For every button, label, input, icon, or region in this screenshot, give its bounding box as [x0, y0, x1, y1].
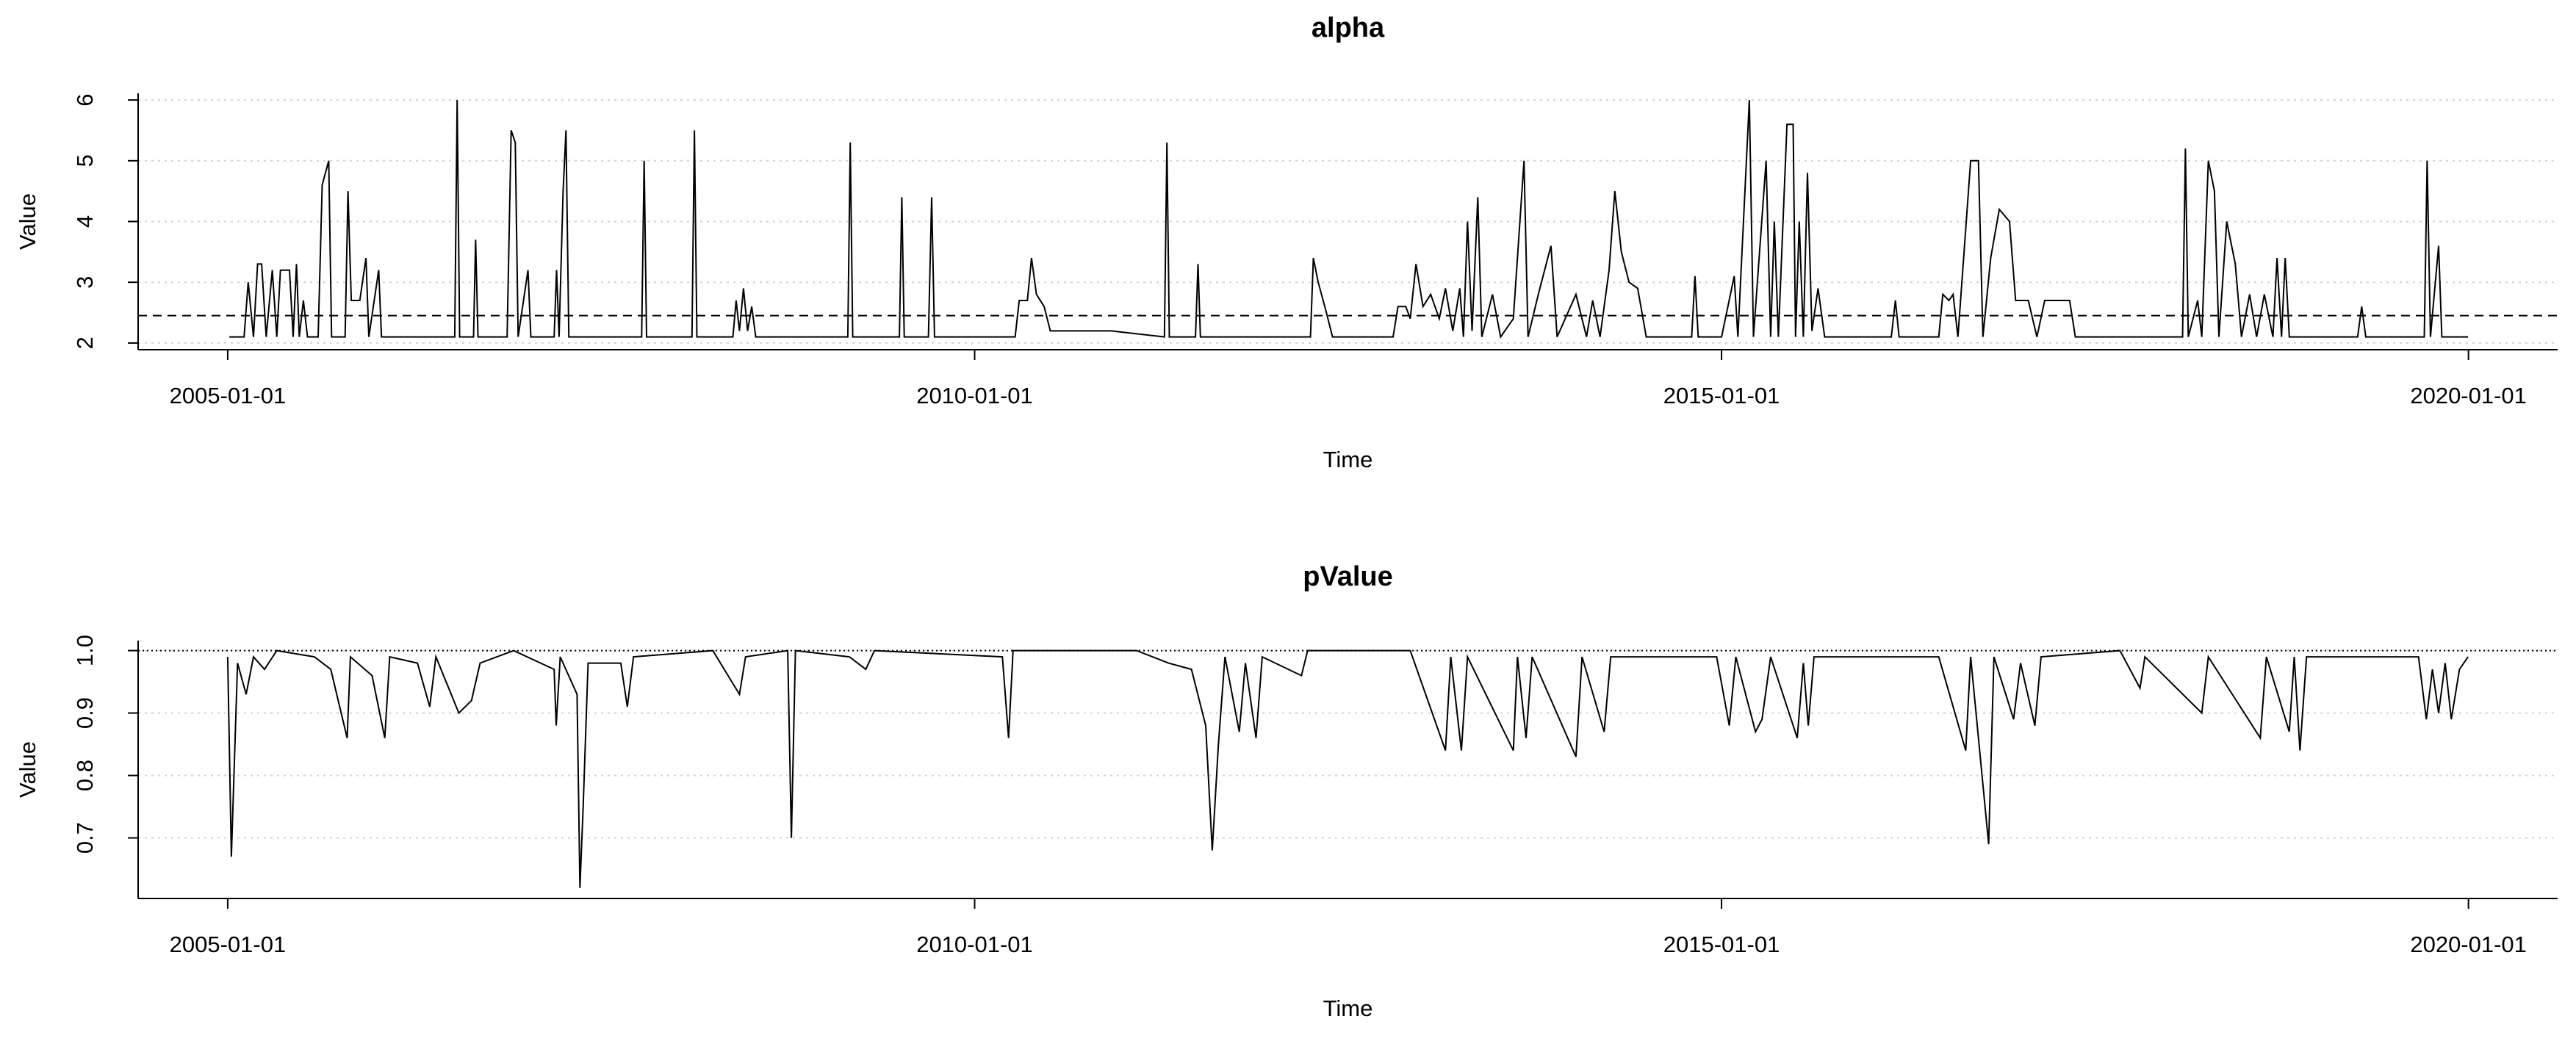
y-tick-label: 0.7 — [72, 822, 98, 854]
y-tick-label: 5 — [72, 154, 98, 167]
x-tick-label: 2020-01-01 — [2410, 383, 2527, 408]
x-tick-label: 2005-01-01 — [170, 383, 287, 408]
x-axis-label: Time — [1323, 447, 1373, 472]
x-axis-label: Time — [1323, 995, 1373, 1021]
data-line — [226, 649, 2469, 888]
y-axis-label: Value — [15, 193, 40, 250]
y-tick-label: 4 — [72, 215, 98, 228]
x-tick-label: 2015-01-01 — [1663, 383, 1780, 408]
x-tick-label: 2005-01-01 — [170, 932, 287, 957]
y-tick-label: 2 — [72, 336, 98, 349]
y-axis-label: Value — [15, 741, 40, 798]
y-tick-label: 0.9 — [72, 697, 98, 729]
x-tick-label: 2010-01-01 — [916, 932, 1033, 957]
chart-title: pValue — [1303, 561, 1393, 592]
x-tick-label: 2020-01-01 — [2410, 932, 2527, 957]
y-tick-label: 6 — [72, 93, 98, 106]
data-line — [229, 100, 2469, 339]
y-tick-label: 3 — [72, 276, 98, 289]
chart-title: alpha — [1312, 12, 1385, 43]
x-tick-label: 2015-01-01 — [1663, 932, 1780, 957]
y-tick-label: 0.8 — [72, 760, 98, 791]
y-tick-label: 1.0 — [72, 635, 98, 666]
x-tick-label: 2010-01-01 — [916, 383, 1033, 408]
